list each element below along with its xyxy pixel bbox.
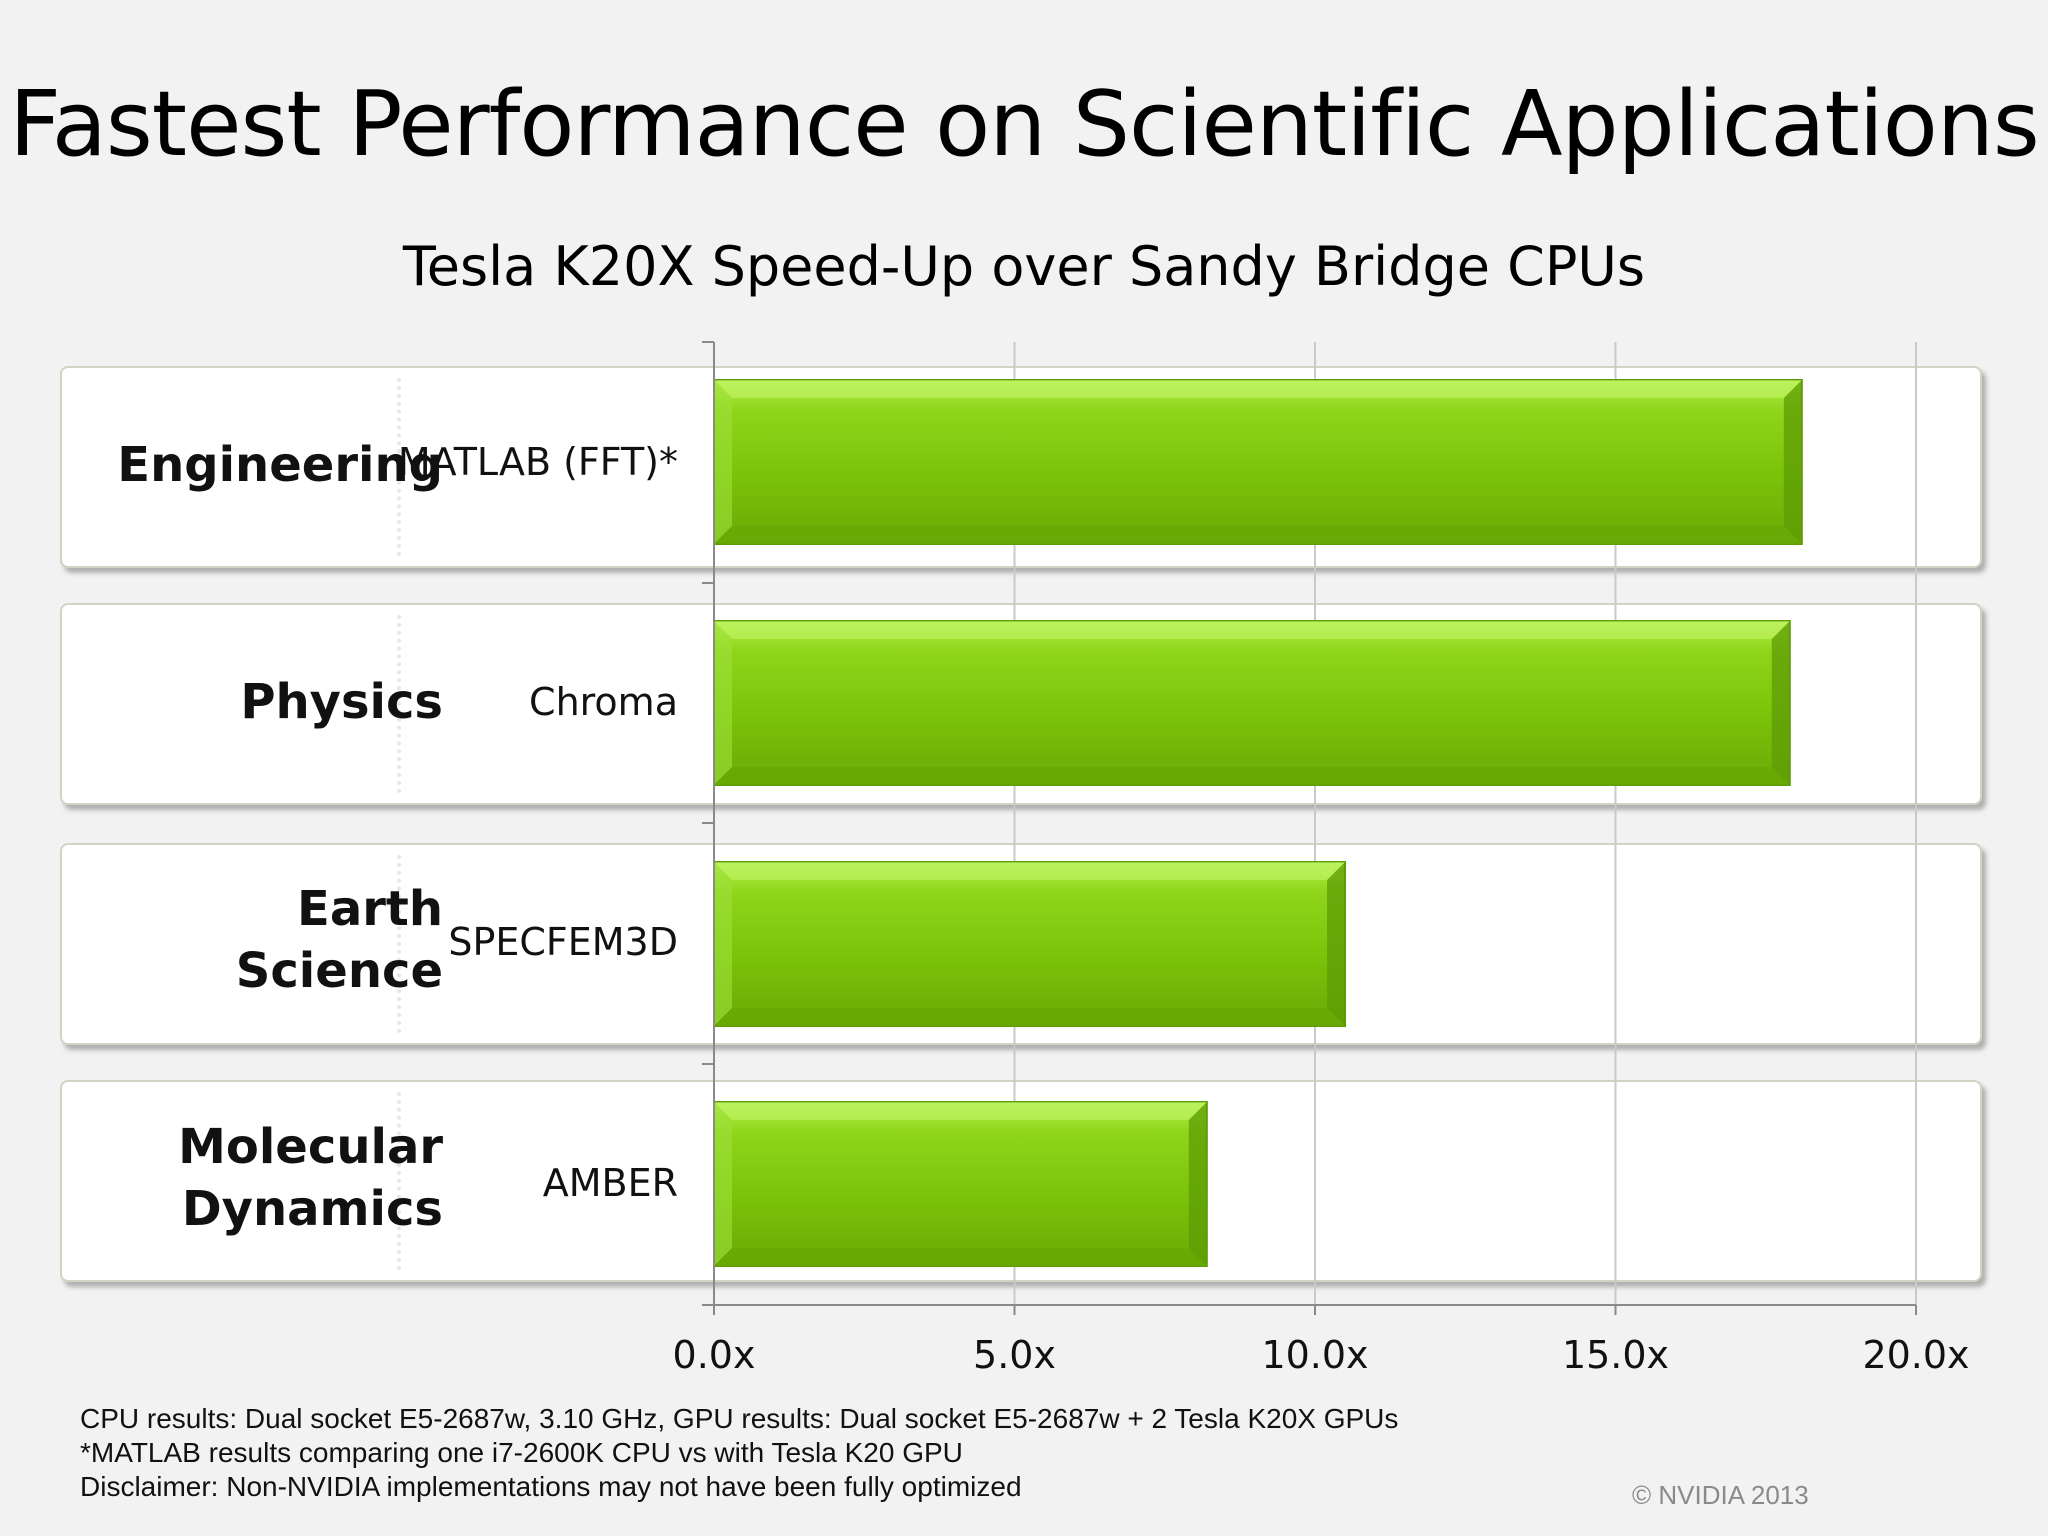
application-label: AMBER [542, 1161, 678, 1205]
bar-bevel-top [714, 862, 1346, 880]
bar [713, 861, 1347, 1027]
bar-body [713, 861, 1347, 1027]
application-label: SPECFEM3D [448, 920, 678, 964]
bar-bevel-right [1327, 862, 1346, 1026]
bar-body [713, 379, 1803, 545]
bar-bevel-bottom [714, 1008, 1346, 1026]
x-tick-label: 5.0x [973, 1333, 1056, 1377]
footnote: Disclaimer: Non-NVIDIA implementations m… [80, 1471, 1022, 1502]
bar [713, 379, 1803, 545]
panel-divider [397, 1092, 401, 1270]
bar-bevel-left [714, 862, 732, 1026]
copyright: © NVIDIA 2013 [1632, 1480, 1809, 1510]
bar-bevel-bottom [714, 526, 1802, 544]
bar-bevel-top [714, 621, 1790, 639]
panel-divider [397, 378, 401, 556]
category-label: Engineering [117, 437, 443, 493]
page-title: Fastest Performance on Scientific Applic… [9, 72, 2040, 177]
bar-body [713, 620, 1791, 786]
bar-bevel-left [714, 380, 732, 544]
bar-bevel-bottom [714, 767, 1790, 785]
bar-bevel-top [714, 380, 1802, 398]
bar-bevel-right [1771, 621, 1790, 785]
footnote: *MATLAB results comparing one i7-2600K C… [80, 1437, 963, 1468]
panel-divider [397, 615, 401, 793]
category-label: Earth Science [235, 881, 443, 999]
x-tick-label: 10.0x [1261, 1333, 1368, 1377]
x-tick-label: 0.0x [673, 1333, 756, 1377]
bar-bevel-top [714, 1102, 1207, 1120]
bar-bevel-left [714, 1102, 732, 1266]
bar-bevel-left [714, 621, 732, 785]
application-label: MATLAB (FFT)* [397, 440, 678, 484]
bar-chart: 0.0x 5.0x 10.0x 15.0x 20.0x [673, 341, 1970, 1377]
bar [713, 1101, 1208, 1267]
footnote: CPU results: Dual socket E5-2687w, 3.10 … [80, 1403, 1399, 1434]
bar-bevel-right [1188, 1102, 1207, 1266]
x-tick-label: 15.0x [1562, 1333, 1669, 1377]
panel-divider [397, 855, 401, 1033]
bar-bevel-right [1783, 380, 1802, 544]
chart-title: Tesla K20X Speed-Up over Sandy Bridge CP… [402, 235, 1646, 298]
category-label: Physics [240, 674, 443, 730]
bar-bevel-bottom [714, 1248, 1207, 1266]
x-tick-label: 20.0x [1862, 1333, 1969, 1377]
bar-body [713, 1101, 1208, 1267]
bar [713, 620, 1791, 786]
category-label: Molecular Dynamics [178, 1119, 443, 1237]
application-label: Chroma [529, 680, 678, 724]
